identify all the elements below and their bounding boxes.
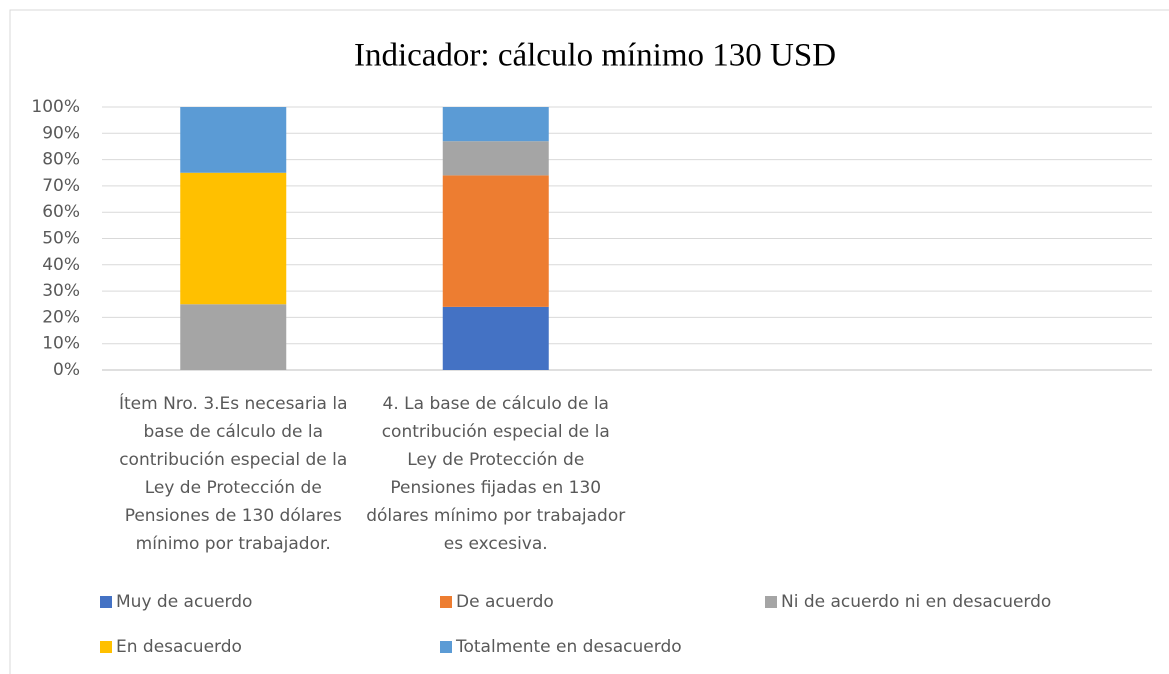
bar-segment (442, 141, 549, 176)
legend-label: En desacuerdo (116, 637, 242, 657)
legend-label: Ni de acuerdo ni en desacuerdo (781, 592, 1051, 612)
y-tick-label: 70% (42, 176, 80, 196)
bar-segment (180, 172, 287, 305)
y-tick-label: 50% (42, 229, 80, 249)
y-tick-label: 60% (42, 202, 80, 222)
y-tick-label: 100% (31, 97, 80, 117)
legend-label: De acuerdo (456, 592, 554, 612)
y-tick-label: 0% (53, 360, 80, 380)
legend-swatch (765, 596, 777, 608)
bar-segment (442, 107, 549, 142)
y-tick-label: 40% (42, 255, 80, 275)
legend-label: Muy de acuerdo (116, 592, 252, 612)
x-tick-label: 4. La base de cálculo de la contribución… (366, 394, 626, 554)
chart-title: Indicador: cálculo mínimo 130 USD (354, 38, 836, 74)
legend-swatch (100, 596, 112, 608)
chart-border (9, 9, 1169, 674)
bar-segment (442, 175, 549, 307)
y-tick-label: 10% (42, 334, 80, 354)
legend-label: Totalmente en desacuerdo (455, 637, 682, 657)
y-tick-label: 80% (42, 150, 80, 170)
y-tick-label: 90% (42, 123, 80, 143)
y-tick-label: 30% (42, 281, 80, 301)
legend-swatch (440, 596, 452, 608)
bar-segment (180, 107, 287, 173)
x-tick-label: Ítem Nro. 3.Es necesaria la base de cálc… (118, 394, 348, 554)
legend-swatch (440, 641, 452, 653)
y-tick-label: 20% (42, 307, 80, 327)
legend-swatch (100, 641, 112, 653)
bar-segment (442, 306, 549, 370)
bar-segment (180, 304, 287, 370)
